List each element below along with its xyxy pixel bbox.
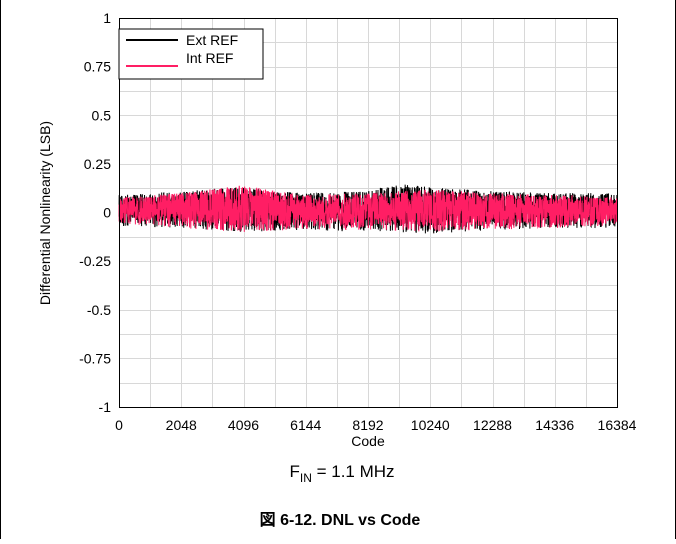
- condition-label-f: F: [289, 462, 299, 481]
- x-tick-label: 14336: [535, 417, 574, 433]
- y-tick-label: -0.75: [79, 350, 111, 366]
- y-tick-label: 1: [103, 10, 111, 26]
- y-tick-label: 0.5: [92, 107, 112, 123]
- x-tick-label: 12288: [473, 417, 512, 433]
- condition-label-value: = 1.1 MHz: [312, 462, 395, 481]
- y-tick-label: -1: [99, 399, 112, 415]
- legend-label-int-ref: Int REF: [186, 50, 233, 66]
- series-line-int-ref: [118, 185, 618, 232]
- y-axis-label: Differential Nonlinearity (LSB): [37, 121, 53, 305]
- y-tick-label: 0: [103, 205, 111, 221]
- condition-label-subscript: IN: [300, 471, 312, 485]
- condition-label: FIN = 1.1 MHz: [289, 462, 394, 485]
- series-layer: [118, 184, 618, 234]
- y-tick-label: -0.5: [87, 302, 111, 318]
- x-tick-label: 10240: [411, 417, 450, 433]
- x-tick-label: 0: [115, 417, 123, 433]
- x-tick-label: 8192: [352, 417, 383, 433]
- plot-area-border: [119, 18, 618, 408]
- figure-caption: 図 6-12. DNL vs Code: [260, 511, 421, 529]
- y-tick-labels: 1 0.75 0.5 0.25 0 -0.25 -0.5 -0.75 -1: [79, 10, 111, 415]
- legend-box: [118, 28, 264, 80]
- y-tick-label: 0.25: [84, 156, 111, 172]
- x-axis-label: Code: [351, 433, 385, 449]
- x-tick-label: 6144: [290, 417, 321, 433]
- x-tick-label: 16384: [598, 417, 637, 433]
- x-tick-label: 4096: [228, 417, 259, 433]
- y-tick-label: -0.25: [79, 253, 111, 269]
- y-tick-label: 0.75: [84, 59, 111, 75]
- x-tick-label: 2048: [166, 417, 197, 433]
- legend-label-ext-ref: Ext REF: [186, 32, 238, 48]
- x-tick-labels: 0 2048 4096 6144 8192 10240 12288 14336 16384: [115, 417, 637, 433]
- legend: Ext REF Int REF: [118, 28, 264, 80]
